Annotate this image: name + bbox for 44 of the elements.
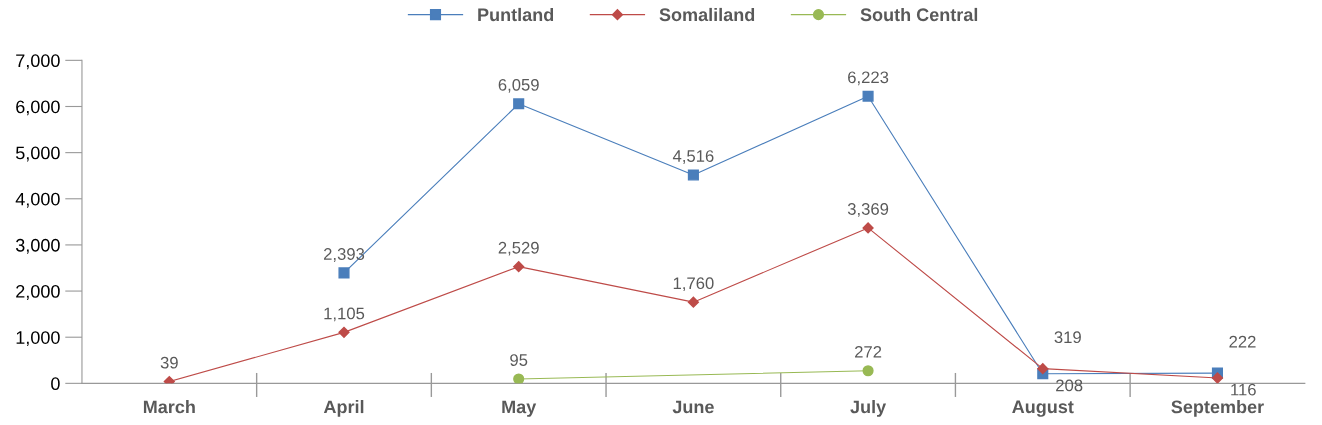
y-tick-label: 1,000 [16,331,60,347]
x-tick-label: March [143,400,195,414]
legend-label: Puntland [478,7,554,22]
point [513,98,525,110]
legend-label: South Central [860,7,978,22]
point [687,296,699,308]
point [1037,363,1049,375]
y-tick-label: 2,000 [16,285,60,300]
data-label: 272 [855,345,882,358]
point [687,169,699,181]
point [862,222,874,234]
data-label: 222 [1229,335,1256,348]
y-tick-label: 0 [51,377,60,391]
data-label: 319 [1054,331,1081,344]
x-tick-label: May [502,400,537,417]
point [338,326,350,338]
point [338,267,350,279]
data-label: 6,223 [848,71,889,86]
point [862,90,874,102]
data-label: 1,105 [324,307,365,322]
point [513,261,525,273]
data-label: 1,760 [673,277,714,292]
y-tick-label: 4,000 [15,192,60,208]
x-tick-label: June [672,400,714,414]
point [1211,372,1224,384]
data-label: 95 [510,354,528,366]
point [862,365,874,377]
data-label: 6,059 [498,78,539,93]
y-tick-label: 7,000 [16,54,60,70]
x-tick-label: July [850,400,887,417]
data-label: 2,529 [498,241,539,256]
point [513,373,525,384]
data-label: 4,516 [672,150,714,164]
y-tick-label: 3,000 [15,238,60,254]
x-tick-label: April [323,400,364,417]
y-tick-label: 5,000 [15,146,60,162]
x-tick-label: August [1012,400,1074,417]
data-label: 2,393 [323,248,365,262]
y-tick-label: 6,000 [16,100,60,116]
x-tick-label: September [1171,400,1264,417]
data-label: 3,369 [847,203,889,217]
data-label: 116 [1231,383,1256,396]
legend-label: Somaliland [659,7,755,22]
data-label: 39 [160,356,178,369]
